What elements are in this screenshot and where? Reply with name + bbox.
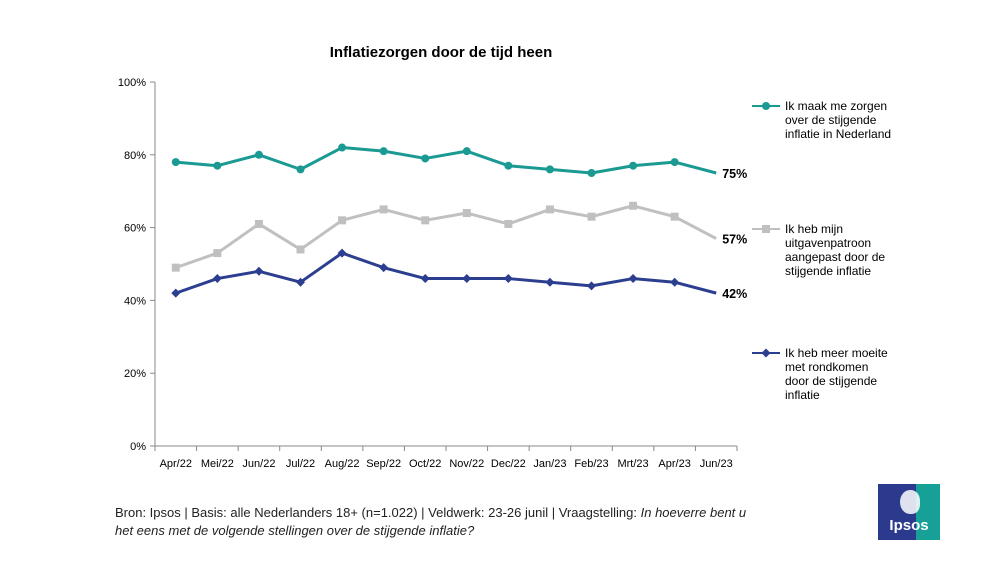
legend-label: Ik heb meer moeite (785, 346, 888, 360)
y-tick-label: 100% (118, 77, 146, 89)
x-tick-label: Sep/22 (366, 458, 401, 470)
data-point (670, 158, 679, 167)
x-tick-label: Mei/22 (201, 458, 234, 470)
x-tick-label: Jul/22 (286, 458, 315, 470)
question-text: In hoeverre bent u het eens met de volge… (115, 505, 747, 538)
legend-marker (761, 348, 771, 358)
data-point (379, 263, 389, 273)
data-point (254, 150, 263, 159)
end-label: 42% (722, 287, 747, 301)
data-point (629, 161, 638, 170)
x-tick-label: Jun/22 (242, 458, 275, 470)
y-tick-label: 80% (124, 150, 146, 162)
data-point (338, 216, 347, 225)
legend-marker (762, 102, 770, 110)
data-point (504, 219, 513, 228)
series-line (175, 251, 717, 295)
legend-label: inflatie (785, 388, 820, 402)
end-label: 57% (722, 233, 747, 247)
data-point (420, 274, 430, 284)
legend-label: stijgende inflatie (785, 264, 871, 278)
data-point (462, 274, 472, 284)
data-point (171, 263, 180, 272)
x-tick-label: Feb/23 (574, 458, 608, 470)
data-point (462, 209, 471, 218)
y-tick-label: 60% (124, 223, 146, 235)
data-point (587, 281, 596, 291)
legend-label: aangepast door de (785, 250, 885, 264)
data-point (379, 147, 388, 156)
profile-head-icon (900, 490, 920, 514)
data-point (337, 248, 347, 258)
chart-title: Inflatiezorgen door de tijd heen (330, 44, 553, 61)
x-tick-label: Jan/23 (533, 458, 566, 470)
y-tick-label: 0% (130, 441, 146, 453)
legend-label: met rondkomen (785, 360, 868, 374)
x-tick-label: Apr/22 (160, 458, 192, 470)
x-tick-label: Dec/22 (491, 458, 526, 470)
legend-label: door de stijgende (785, 374, 877, 388)
data-point (421, 216, 430, 225)
y-tick-label: 20% (124, 368, 146, 380)
data-point (254, 219, 263, 228)
data-point (504, 161, 513, 170)
data-point (296, 165, 305, 174)
data-point (212, 274, 222, 284)
data-point (171, 158, 180, 167)
legend-label: inflatie in Nederland (785, 127, 891, 141)
data-point (545, 277, 555, 287)
x-tick-label: Nov/22 (449, 458, 484, 470)
data-point (462, 147, 471, 156)
data-point (171, 288, 181, 298)
series-line (175, 146, 717, 175)
logo-text: Ipsos (889, 517, 929, 534)
series-line (175, 204, 717, 270)
x-tick-label: Aug/22 (325, 458, 360, 470)
data-point (587, 169, 596, 177)
data-point (670, 212, 679, 221)
chart-axes: 0% 20% 40% 60% 80% 100% Apr/22 Mei/22 Jun/22 Jul/… (118, 77, 738, 470)
source-text: Bron: Ipsos | Basis: alle Nederlanders 1… (115, 505, 641, 520)
data-point (629, 201, 638, 210)
data-point (296, 245, 305, 254)
data-point (670, 277, 680, 287)
source-note: Bron: Ipsos | Basis: alle Nederlanders 1… (115, 504, 755, 540)
end-label: 75% (722, 167, 747, 181)
data-point (213, 249, 222, 258)
data-point (379, 205, 388, 214)
series-3: 42% (171, 248, 747, 301)
data-point (628, 274, 638, 284)
data-point (421, 154, 430, 163)
x-tick-label: Oct/22 (409, 458, 441, 470)
data-point (213, 161, 222, 170)
series-2: 57% (171, 201, 747, 272)
x-tick-label: Apr/23 (658, 458, 690, 470)
legend-label: over de stijgende (785, 113, 877, 127)
data-point (338, 143, 347, 152)
legend-label: Ik heb mijn (785, 222, 843, 236)
legend-marker (762, 225, 770, 233)
data-point (587, 212, 596, 221)
x-tick-label: Jun/23 (700, 458, 733, 470)
chart-series: 75% 57% 42% (171, 143, 747, 301)
data-point (545, 165, 554, 174)
legend-label: Ik maak me zorgen (785, 99, 887, 113)
data-point (503, 274, 513, 284)
y-tick-label: 40% (124, 295, 146, 307)
data-point (296, 277, 305, 287)
series-1: 75% (171, 143, 747, 181)
ipsos-logo: Ipsos (878, 484, 940, 540)
data-point (254, 266, 264, 276)
data-point (545, 205, 554, 214)
legend-label: uitgavenpatroon (785, 236, 871, 250)
x-tick-label: Mrt/23 (617, 458, 648, 470)
